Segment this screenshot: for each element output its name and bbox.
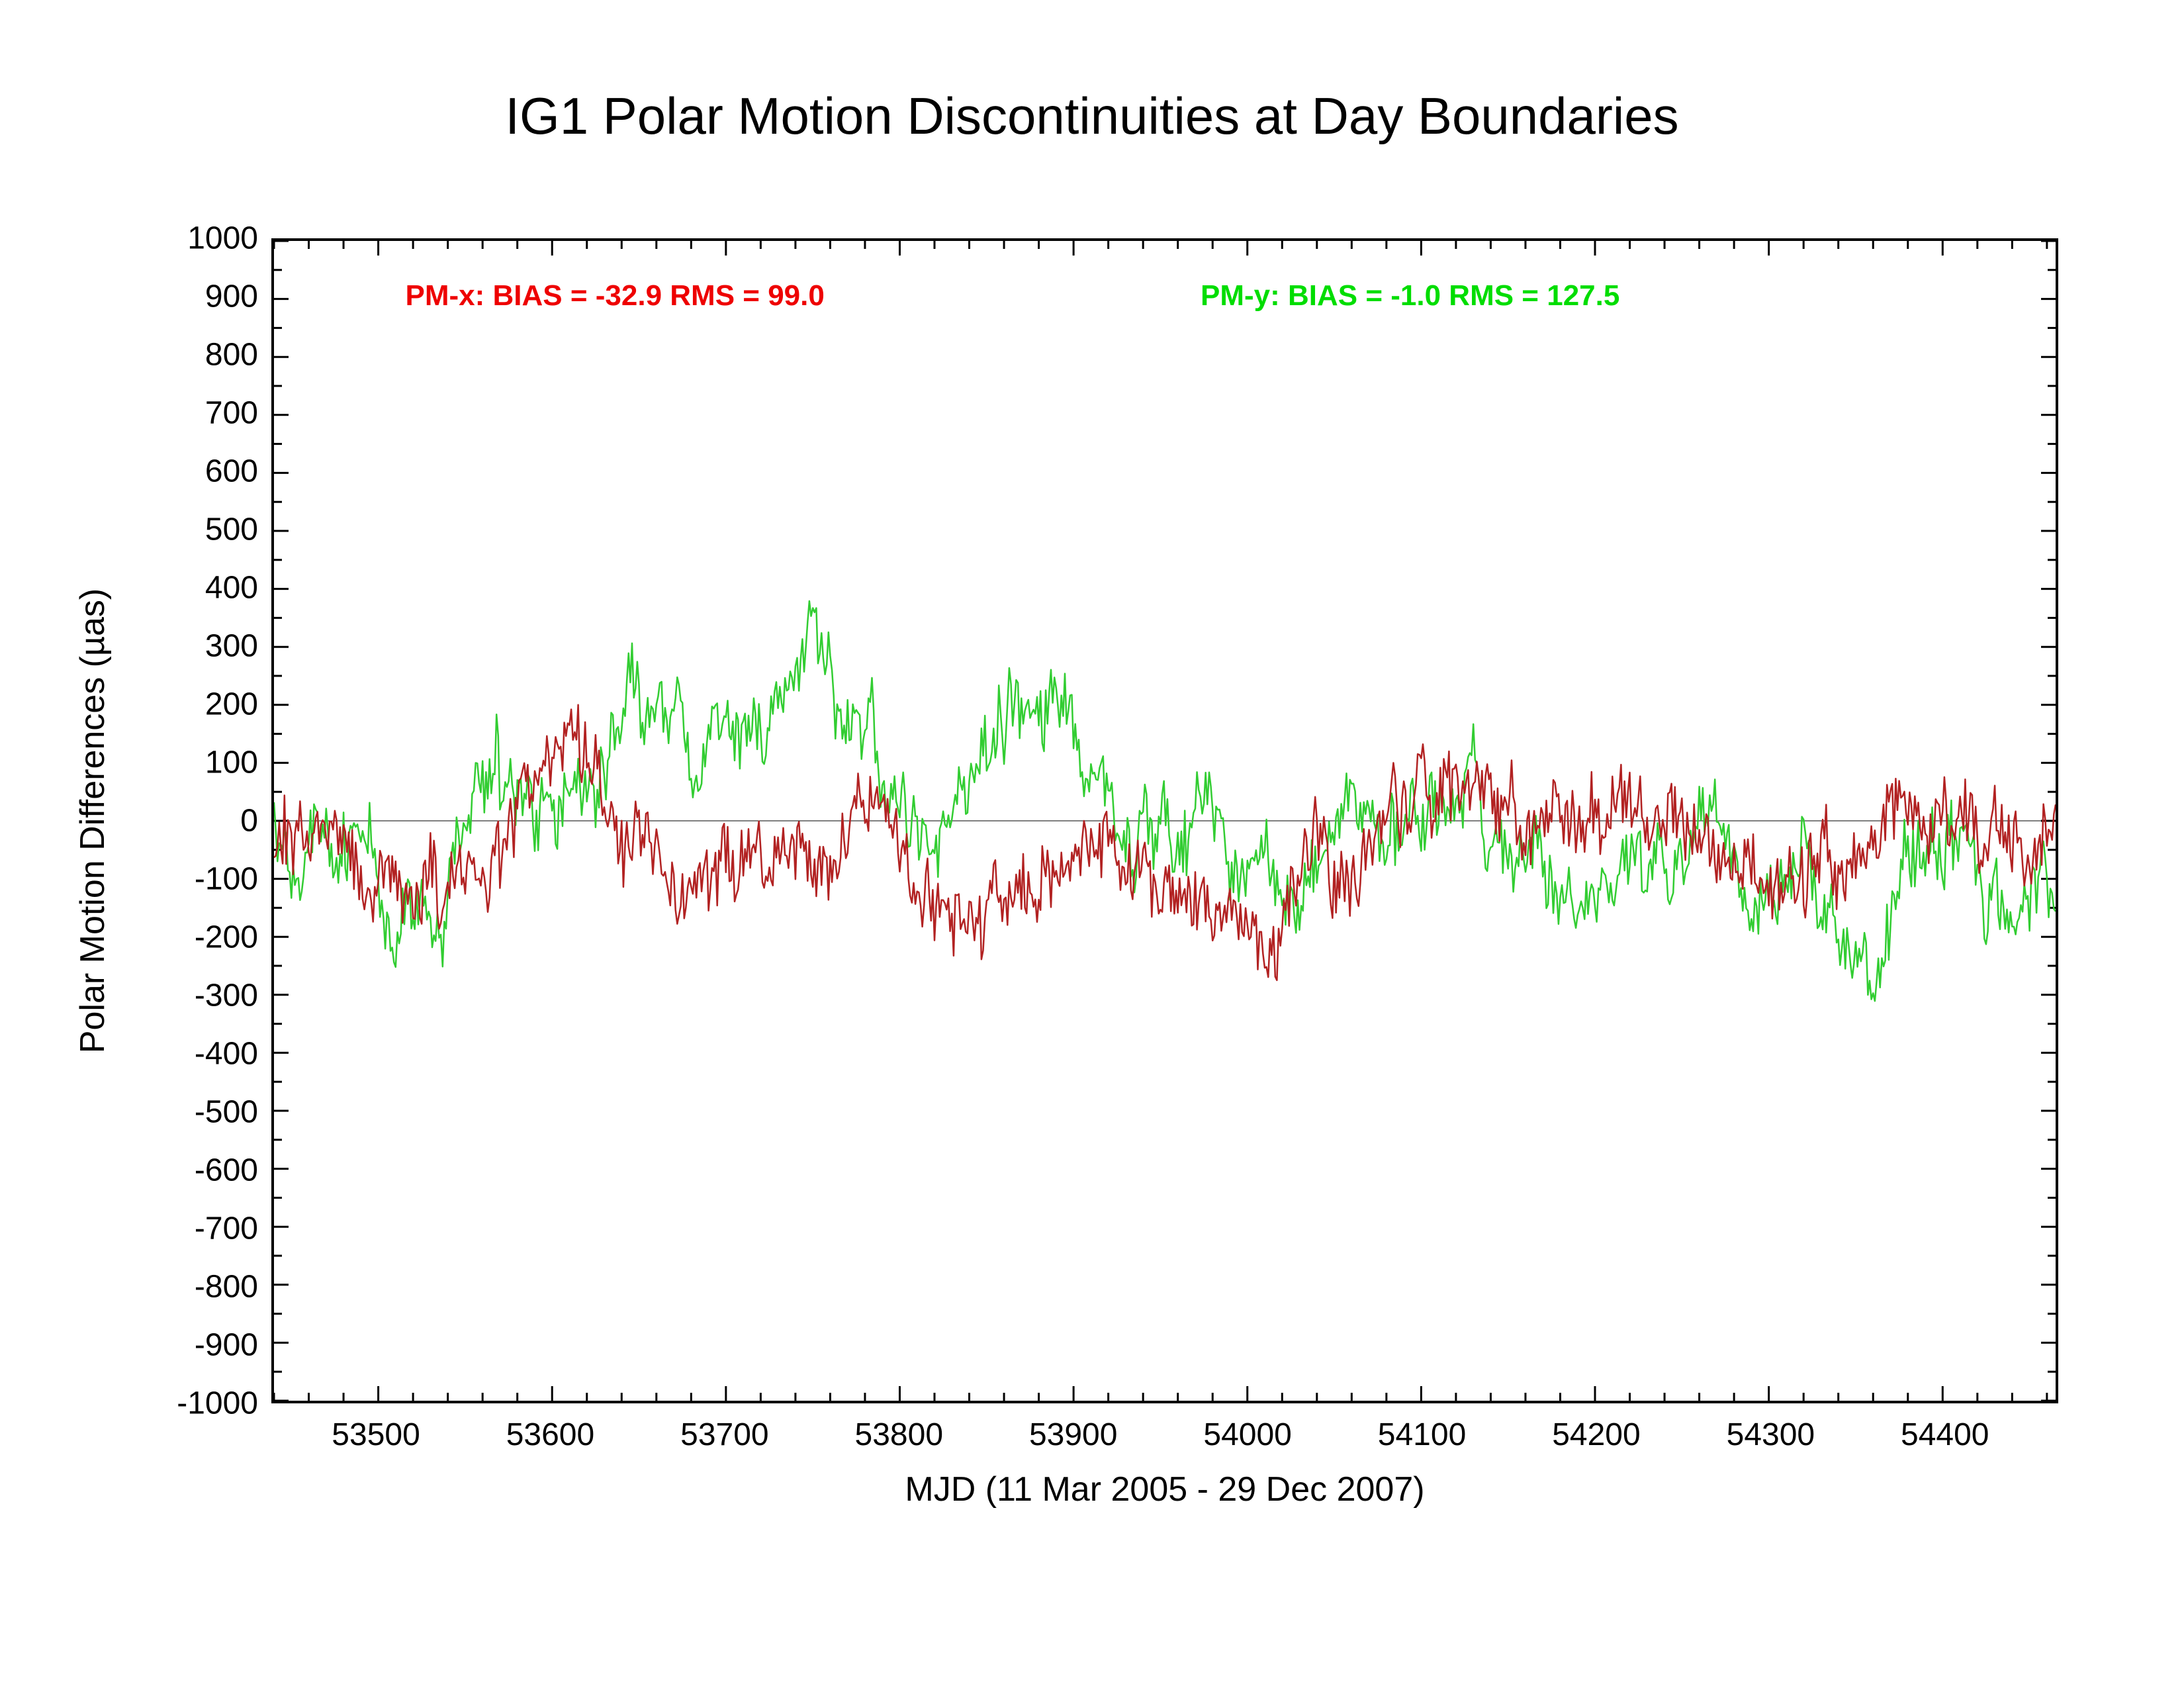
y-tick-label: -1000 bbox=[126, 1385, 258, 1422]
y-tick-label: 300 bbox=[126, 628, 258, 665]
y-tick-label: 100 bbox=[126, 745, 258, 781]
annotation-pmx: PM-x: BIAS = -32.9 RMS = 99.0 bbox=[406, 279, 825, 312]
y-tick-label: 1000 bbox=[126, 220, 258, 257]
y-tick-label: -100 bbox=[126, 861, 258, 898]
y-tick-label: -200 bbox=[126, 919, 258, 956]
x-tick-label: 53700 bbox=[680, 1417, 768, 1453]
x-tick-label: 53600 bbox=[506, 1417, 594, 1453]
x-tick-label: 54400 bbox=[1901, 1417, 1989, 1453]
chart-title: IG1 Polar Motion Discontinuities at Day … bbox=[0, 86, 2184, 146]
y-tick-label: 600 bbox=[126, 453, 258, 490]
y-tick-label: -400 bbox=[126, 1036, 258, 1072]
x-tick-label: 54300 bbox=[1727, 1417, 1815, 1453]
y-tick-label: 500 bbox=[126, 512, 258, 548]
y-tick-label: 400 bbox=[126, 570, 258, 606]
x-tick-label: 54000 bbox=[1203, 1417, 1291, 1453]
y-tick-label: -800 bbox=[126, 1269, 258, 1305]
plot-area bbox=[271, 238, 2058, 1403]
y-tick-label: -600 bbox=[126, 1152, 258, 1189]
y-tick-label: 200 bbox=[126, 686, 258, 723]
y-tick-label: 900 bbox=[126, 279, 258, 315]
chart-container: IG1 Polar Motion Discontinuities at Day … bbox=[0, 0, 2184, 1688]
y-tick-label: -500 bbox=[126, 1094, 258, 1131]
annotation-pmy: PM-y: BIAS = -1.0 RMS = 127.5 bbox=[1201, 279, 1619, 312]
y-tick-label: 700 bbox=[126, 395, 258, 432]
y-tick-label: 800 bbox=[126, 337, 258, 373]
x-tick-label: 53500 bbox=[332, 1417, 420, 1453]
x-tick-label: 53900 bbox=[1029, 1417, 1117, 1453]
y-axis-label: Polar Motion Differences (µas) bbox=[73, 588, 113, 1053]
x-axis-label: MJD (11 Mar 2005 - 29 Dec 2007) bbox=[271, 1470, 2058, 1509]
x-tick-label: 54200 bbox=[1552, 1417, 1640, 1453]
x-tick-label: 53800 bbox=[855, 1417, 943, 1453]
y-tick-label: -300 bbox=[126, 978, 258, 1014]
y-tick-label: -900 bbox=[126, 1327, 258, 1364]
y-tick-label: 0 bbox=[126, 803, 258, 839]
x-tick-label: 54100 bbox=[1378, 1417, 1466, 1453]
y-tick-label: -700 bbox=[126, 1211, 258, 1247]
plot-svg bbox=[274, 241, 2056, 1401]
